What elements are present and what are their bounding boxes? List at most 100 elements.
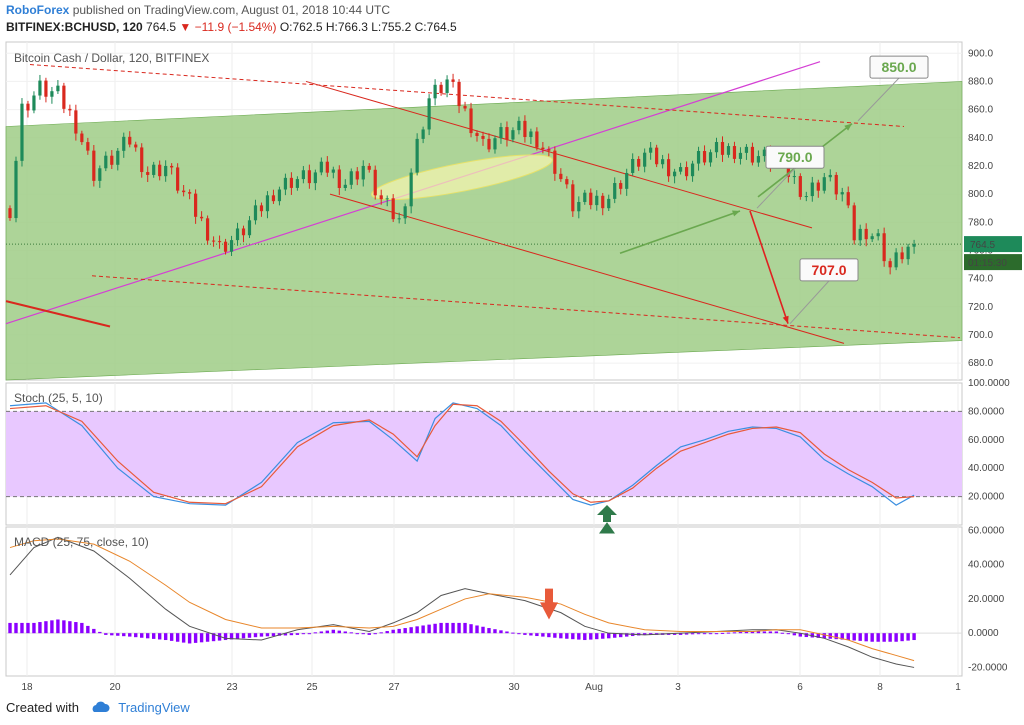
candle-body xyxy=(194,193,198,217)
macd-tick-label: 60.0000 xyxy=(968,525,1005,536)
macd-histogram-bar xyxy=(457,622,461,634)
candle-body xyxy=(535,131,539,148)
macd-histogram-bar xyxy=(409,627,413,634)
candle-body xyxy=(810,182,814,197)
macd-histogram-bar xyxy=(187,633,192,644)
candle-body xyxy=(714,141,719,153)
macd-histogram-bar xyxy=(816,633,820,638)
x-tick-label: 30 xyxy=(508,682,520,693)
macd-histogram-bar xyxy=(271,633,276,637)
last-price-badge xyxy=(964,236,1022,253)
macd-histogram-bar xyxy=(804,633,809,638)
macd-histogram-bar xyxy=(445,622,449,634)
macd-histogram-bar xyxy=(229,633,234,640)
tradingview-brand[interactable]: TradingView xyxy=(118,700,190,715)
created-with-text: Created with xyxy=(6,700,79,715)
macd-histogram-bar xyxy=(852,633,856,641)
macd-histogram-bar xyxy=(487,628,491,634)
high-value: H:766.3 xyxy=(325,20,368,34)
macd-histogram-bar xyxy=(295,633,300,635)
candle-body xyxy=(481,135,485,139)
macd-histogram-bar xyxy=(547,633,551,638)
candle-body xyxy=(271,195,276,202)
candle-body xyxy=(176,167,180,191)
chart-canvas[interactable]: 18 20 23 25 27 30 Aug 3 6 8 1 680.0 700.0 720.0 740.0 7… xyxy=(0,0,1024,700)
candle-body xyxy=(505,127,509,140)
candle-body xyxy=(547,149,551,151)
lower-dashed-line xyxy=(91,275,961,339)
buy-signal-arrow-icon xyxy=(599,522,615,534)
candle-body xyxy=(613,183,617,199)
candle-body xyxy=(601,195,605,209)
candle-body xyxy=(325,161,329,173)
macd-histogram-bar xyxy=(50,620,54,634)
candle-body xyxy=(104,155,108,169)
footer: Created with TradingView xyxy=(6,700,190,716)
stoch-tick-label: 100.0000 xyxy=(968,378,1010,389)
macd-histogram-bar xyxy=(888,633,892,642)
candle-body xyxy=(14,160,18,219)
macd-histogram-bar xyxy=(80,622,84,634)
macd-histogram-bar xyxy=(768,631,773,634)
macd-histogram-bar xyxy=(834,633,838,640)
candle-body xyxy=(403,206,407,219)
stoch-line-1 xyxy=(9,403,915,505)
macd-histogram-bar xyxy=(343,631,347,634)
candle-body xyxy=(720,141,725,155)
x-tick-label: 3 xyxy=(675,682,681,693)
macd-histogram-bar xyxy=(906,633,910,641)
macd-histogram-bar xyxy=(193,633,198,643)
projection-arrow-up-1-head xyxy=(732,210,740,217)
candle-body xyxy=(678,167,683,172)
x-tick-label: 8 xyxy=(877,682,883,693)
x-tick-label: 23 xyxy=(226,682,238,693)
candle-body xyxy=(696,151,701,164)
candle-body xyxy=(684,167,689,177)
candle-body xyxy=(158,164,162,177)
macd-histogram-bar xyxy=(535,633,539,637)
candle-body xyxy=(247,220,252,236)
candle-body xyxy=(643,152,647,167)
macd-histogram-bar xyxy=(559,633,563,639)
macd-histogram-bar xyxy=(361,633,365,635)
macd-histogram-bar xyxy=(475,625,479,634)
candle-body xyxy=(804,196,808,198)
author-name[interactable]: RoboForex xyxy=(6,3,70,17)
candle-body xyxy=(68,108,72,111)
candle-body xyxy=(331,169,335,173)
last-price-badge-text: 764.5 xyxy=(970,240,995,251)
macd-histogram-bar xyxy=(900,633,904,642)
macd-histogram-bar xyxy=(62,620,66,634)
macd-histogram-bar xyxy=(840,633,844,640)
macd-histogram-bar xyxy=(235,633,240,639)
macd-histogram-bar xyxy=(56,619,60,634)
candle-body xyxy=(164,165,168,177)
candle-body xyxy=(110,155,114,165)
macd-histogram-bar xyxy=(403,628,407,634)
candle-body xyxy=(188,192,192,194)
stoch-tick-label: 80.0000 xyxy=(968,406,1005,417)
macd-histogram-bar xyxy=(349,632,353,634)
candle-body xyxy=(457,81,461,107)
candle-body xyxy=(343,184,347,188)
upper-dashed-line xyxy=(29,64,905,127)
macd-histogram-bar xyxy=(481,626,485,634)
candle-body xyxy=(463,106,467,109)
target-790-label-box xyxy=(765,145,825,169)
candle-body xyxy=(667,159,671,177)
candle-body xyxy=(888,261,892,268)
macd-histogram-bar xyxy=(217,633,222,641)
macd-histogram-bar xyxy=(702,633,707,635)
candle-body xyxy=(86,142,90,151)
stoch-tick-label: 60.0000 xyxy=(968,435,1005,446)
macd-histogram-bar xyxy=(846,633,850,641)
candle-body xyxy=(277,189,282,202)
macd-histogram-bar xyxy=(738,632,743,634)
candle-body xyxy=(511,130,515,140)
macd-histogram-bar xyxy=(469,624,473,634)
stoch-line-0 xyxy=(9,402,915,506)
macd-histogram-bar xyxy=(307,633,312,635)
candle-body xyxy=(409,172,413,207)
macd-histogram-bar xyxy=(146,633,150,639)
candle-body xyxy=(882,233,886,262)
